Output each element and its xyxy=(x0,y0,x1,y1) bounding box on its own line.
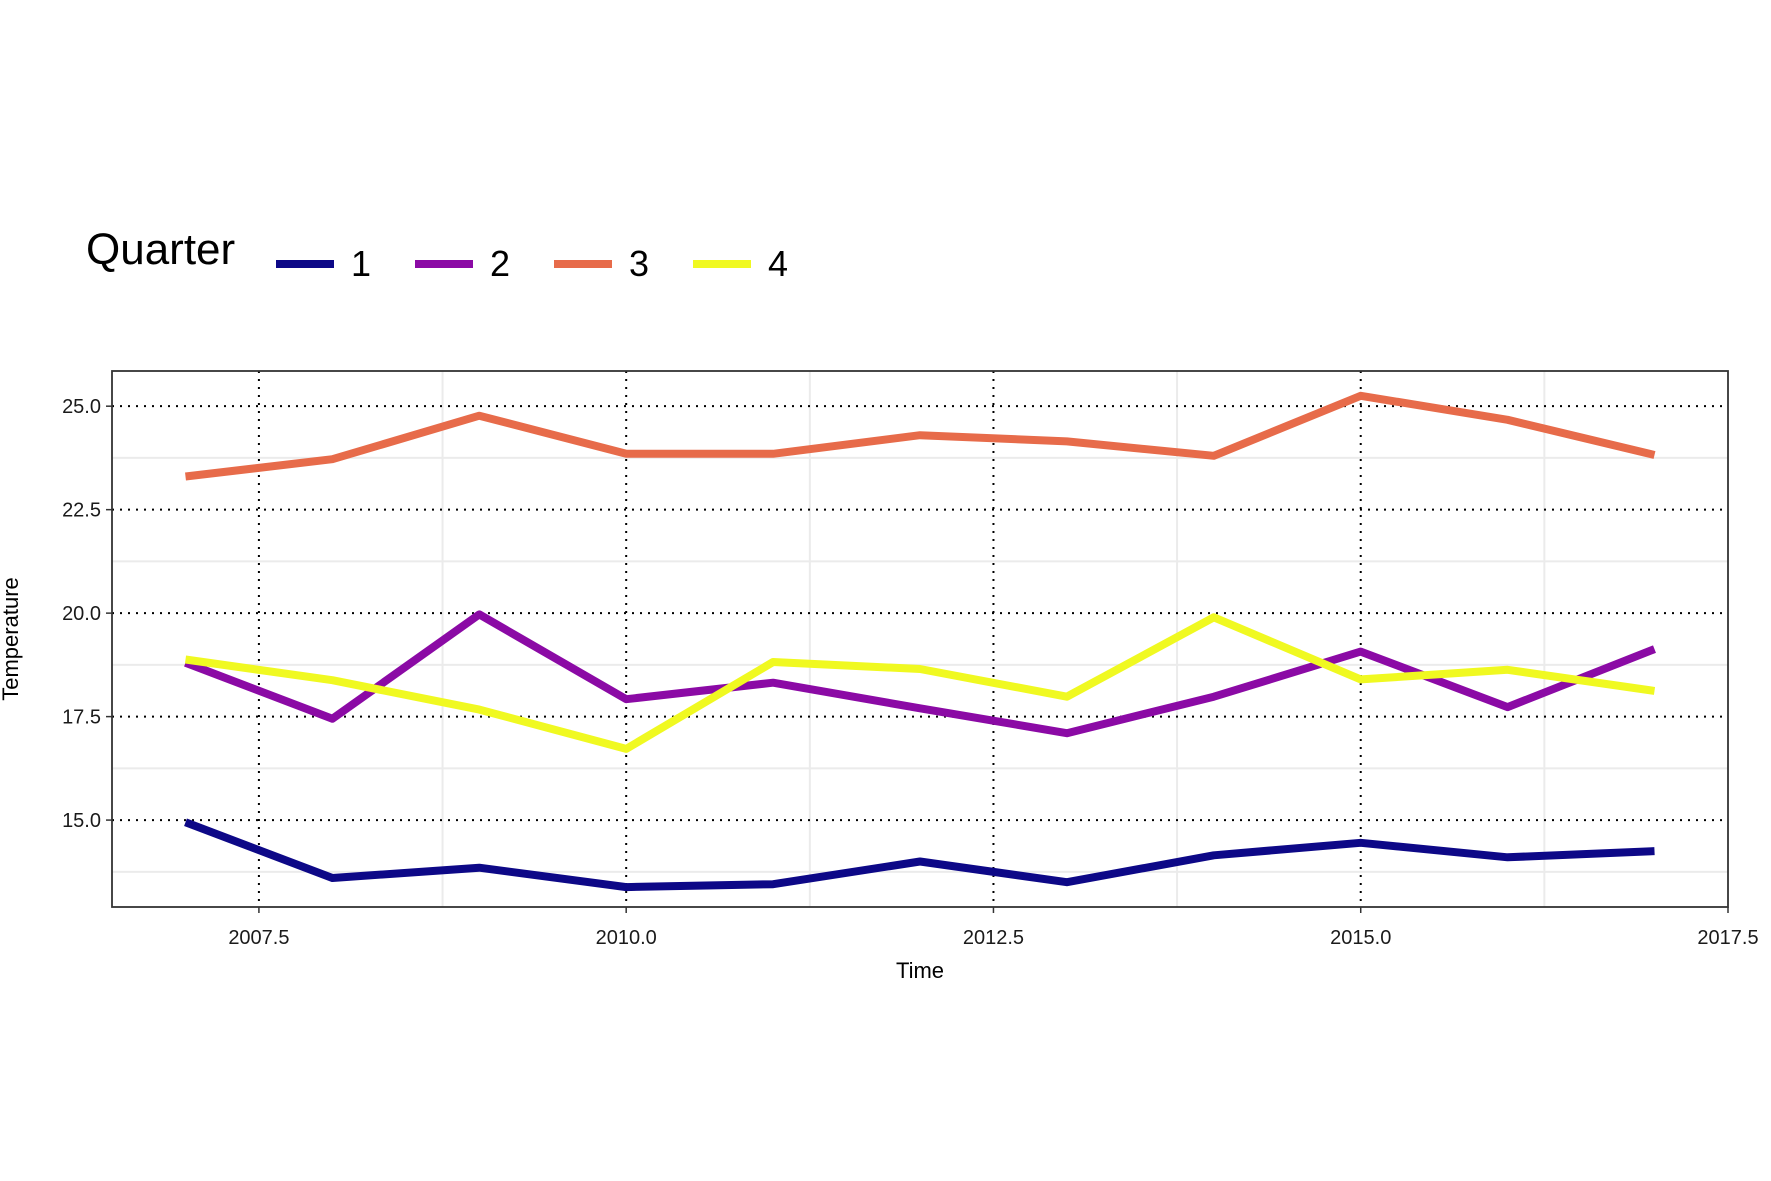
y-tick-label: 25.0 xyxy=(62,396,101,418)
x-tick-label: 2007.5 xyxy=(228,927,289,949)
legend-title: Quarter xyxy=(86,225,235,274)
legend-label-1: 1 xyxy=(351,243,371,284)
y-tick-label: 20.0 xyxy=(62,603,101,625)
gridlines xyxy=(112,371,1728,907)
legend-label-3: 3 xyxy=(629,243,649,284)
y-tick-label: 22.5 xyxy=(62,500,101,522)
legend: Quarter 1 2 3 4 xyxy=(86,225,788,284)
legend-label-4: 4 xyxy=(768,243,788,284)
series-line-2 xyxy=(184,610,1656,738)
axes: 2007.5 2010.0 2012.5 2015.0 2017.5 15.0 17.5 20… xyxy=(62,396,1759,949)
plot-panel-border xyxy=(111,370,1729,908)
x-tick-label: 2010.0 xyxy=(596,927,657,949)
series-line-4 xyxy=(184,613,1656,753)
x-tick-label: 2015.0 xyxy=(1330,927,1391,949)
y-tick-label: 15.0 xyxy=(62,810,101,832)
y-tick-label: 17.5 xyxy=(62,707,101,729)
x-tick-label: 2012.5 xyxy=(963,927,1024,949)
x-axis-title: Time xyxy=(896,958,944,983)
x-tick-label: 2017.5 xyxy=(1697,927,1758,949)
y-axis-title: Temperature xyxy=(0,577,23,701)
legend-label-2: 2 xyxy=(490,243,510,284)
series-layer xyxy=(184,391,1656,892)
series-line-3 xyxy=(185,391,1656,481)
series-line-1 xyxy=(184,818,1655,892)
